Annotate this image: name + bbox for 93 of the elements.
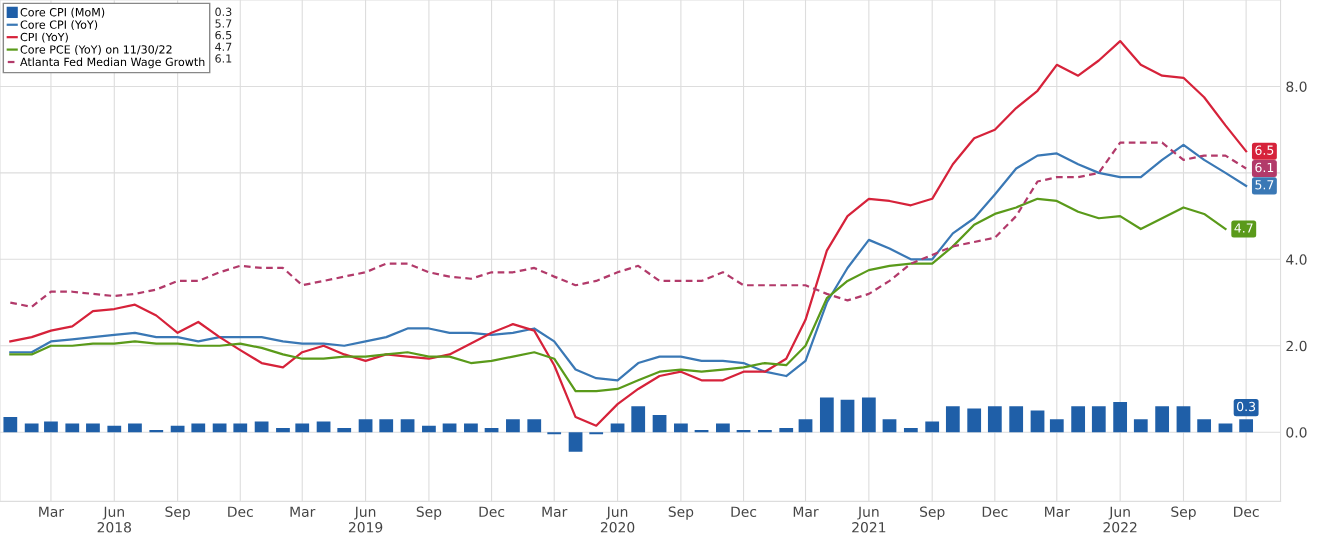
x-tick-label: Dec [982, 506, 1008, 517]
bar [44, 421, 58, 433]
bar [464, 423, 478, 433]
x-tick-label: Mar [290, 506, 316, 517]
bar [840, 399, 855, 433]
bar [170, 425, 185, 433]
x-tick-label: Mar [1045, 506, 1070, 517]
bar [295, 423, 310, 433]
bar [107, 425, 122, 433]
bar [276, 427, 290, 433]
bar [422, 425, 436, 433]
x-tick-label: Jun 2019 [348, 506, 383, 533]
bar [233, 423, 248, 433]
bar [1009, 406, 1024, 433]
bar [24, 423, 39, 433]
x-tick-label: Sep [1171, 506, 1196, 520]
legend-label: Core CPI (MoM) [20, 7, 105, 18]
bar [758, 430, 772, 433]
x-tick-label: Dec [731, 506, 757, 517]
data-label: 4.7 [1234, 223, 1253, 233]
x-tick-label: Sep [165, 506, 190, 520]
bar [882, 419, 897, 433]
x-tick-label: Jun 2021 [852, 506, 886, 533]
bar [716, 423, 730, 433]
x-tick-label: Jun 2018 [97, 506, 132, 533]
x-tick-label: Mar [542, 506, 568, 517]
x-tick-label: Dec [479, 506, 505, 517]
bar [987, 406, 1002, 433]
bar [819, 397, 834, 433]
bar [925, 421, 940, 433]
bar [379, 419, 394, 433]
x-tick-label: Dec [1234, 506, 1259, 517]
bar [254, 421, 269, 433]
bar [1091, 406, 1106, 433]
bar [674, 423, 688, 433]
bar [903, 427, 918, 433]
bar [568, 432, 583, 452]
text: 4.7 [215, 42, 232, 51]
data-label: 6.5 [1255, 145, 1274, 155]
bar [1049, 419, 1064, 433]
bar [1030, 410, 1045, 433]
bar [86, 423, 100, 433]
x-tick-label: Dec [228, 506, 253, 517]
bar [1113, 401, 1128, 433]
bar [128, 423, 142, 433]
bar [358, 419, 373, 433]
data-label: 5.7 [1255, 180, 1274, 190]
bar [589, 432, 604, 435]
x-tick-label: Mar [39, 506, 65, 517]
legend-label: Core PCE (YoY) on 11/30/22 [20, 45, 172, 55]
bar [652, 414, 667, 433]
bar [3, 417, 18, 433]
y-tick-label: 4.0 [1286, 254, 1307, 265]
x-tick-label: Sep [920, 506, 945, 520]
y-tick-label: 2.0 [1286, 340, 1307, 352]
bar [527, 419, 542, 433]
x-tick-label: Jun 2022 [1103, 506, 1137, 533]
bar [506, 419, 520, 433]
bar [1071, 406, 1086, 433]
legend-label: Core CPI (YoY) [20, 20, 98, 31]
text: 6.1 [215, 54, 232, 63]
y-tick-label: 8.0 [1286, 81, 1307, 92]
bar [1133, 419, 1148, 433]
bar [631, 406, 646, 433]
bar [945, 406, 960, 433]
text: 6.5 [215, 30, 232, 40]
bar [212, 423, 227, 433]
bar [1155, 406, 1170, 433]
legend-label: CPI (YoY) [20, 32, 68, 43]
text: 5.7 [215, 19, 232, 28]
bar [798, 419, 813, 433]
bar [861, 397, 876, 433]
bar [65, 423, 80, 433]
data-label: 6.1 [1255, 162, 1274, 173]
bar [967, 408, 982, 433]
bar [1197, 419, 1212, 433]
bar [779, 427, 794, 433]
bar [337, 427, 352, 433]
bar [400, 419, 415, 433]
bar [316, 421, 331, 433]
x-tick-label: Mar [793, 506, 819, 517]
legend-label: Atlanta Fed Median Wage Growth [20, 57, 205, 69]
bar [547, 432, 562, 435]
line-series [9, 197, 1227, 393]
x-tick-label: Jun 2020 [600, 506, 635, 533]
y-tick-label: 0.0 [1286, 427, 1307, 438]
bar [149, 430, 164, 433]
x-tick-label: Sep [416, 506, 442, 520]
data-label: 0.3 [1237, 401, 1256, 412]
x-tick-label: Sep [668, 506, 694, 520]
text: 0.3 [215, 7, 232, 16]
bar [1176, 406, 1191, 433]
bar [191, 423, 206, 433]
